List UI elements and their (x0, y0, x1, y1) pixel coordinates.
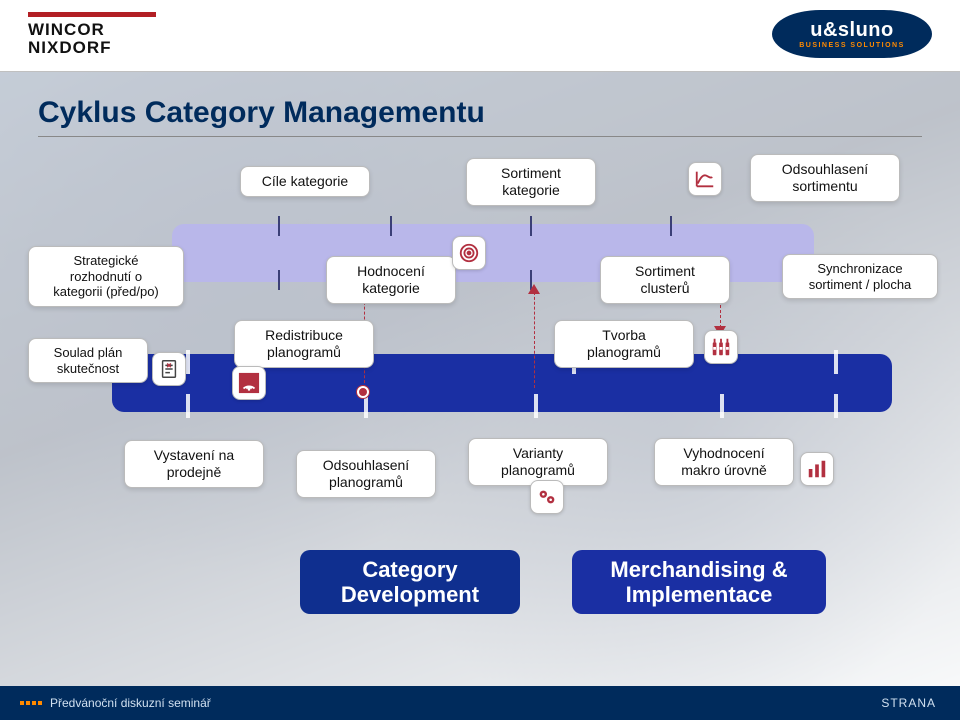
node-synchronizace: Synchronizacesortiment / plocha (782, 254, 938, 299)
node-sortiment-clusteru: Sortimentclusterů (600, 256, 730, 304)
node-odsouhlaseni-sortimentu: Odsouhlasenísortimentu (750, 154, 900, 202)
track-tick (670, 216, 672, 236)
logo-left-line2: NIXDORF (28, 39, 156, 57)
node-label: Odsouhlasenísortimentu (782, 161, 868, 194)
node-label: Vyhodnocenímakro úrovně (681, 445, 767, 478)
node-label: Variantyplanogramů (501, 445, 575, 478)
track-tick (186, 350, 190, 374)
box-label: CategoryDevelopment (341, 557, 479, 608)
track-tick (834, 394, 838, 418)
node-cile-kategorie: Cíle kategorie (240, 166, 370, 197)
node-vystaveni: Vystavení naprodejně (124, 440, 264, 488)
bottles-icon (704, 330, 738, 364)
logo-left-line1: WINCOR (28, 21, 156, 39)
track-tick (720, 394, 724, 418)
linechart-icon (688, 162, 722, 196)
barchart-icon (800, 452, 834, 486)
footer: Předvánoční diskuzní seminář STRANA (0, 686, 960, 720)
title-underline (38, 136, 922, 137)
logo-usluno: u&sluno BUSINESS SOLUTIONS (772, 10, 932, 58)
node-label: Tvorbaplanogramů (587, 327, 661, 360)
node-strategicke-rozhodnuti: Strategickérozhodnutí okategorii (před/p… (28, 246, 184, 307)
node-label: Cíle kategorie (262, 173, 348, 189)
node-label: Hodnoceníkategorie (357, 263, 425, 296)
footer-right: STRANA (881, 696, 936, 710)
track-tick (390, 216, 392, 236)
track-tick (534, 394, 538, 418)
diagram-canvas: Cíle kategorie Sortimentkategorie Odsouh… (0, 150, 960, 670)
footer-left: Předvánoční diskuzní seminář (50, 696, 211, 710)
node-label: Redistribuceplanogramů (265, 327, 343, 360)
node-label: Soulad plánskutečnost (54, 345, 123, 376)
node-label: Synchronizacesortiment / plocha (809, 261, 912, 292)
gears-icon (530, 480, 564, 514)
node-label: Vystavení naprodejně (154, 447, 234, 480)
connector-dot (357, 386, 369, 398)
signal-icon (232, 366, 266, 400)
node-label: Sortimentclusterů (635, 263, 695, 296)
track-tick (834, 350, 838, 374)
box-label: Merchandising &Implementace (610, 557, 787, 608)
header: WINCOR NIXDORF u&sluno BUSINESS SOLUTION… (0, 0, 960, 72)
track-blue (112, 354, 892, 412)
track-tick (530, 216, 532, 236)
node-sortiment-kategorie: Sortimentkategorie (466, 158, 596, 206)
footer-dots-icon (20, 701, 42, 705)
track-tick (186, 394, 190, 418)
logo-right-sub: BUSINESS SOLUTIONS (799, 42, 905, 49)
track-tick (278, 270, 280, 290)
logo-right-oval: u&sluno BUSINESS SOLUTIONS (772, 10, 932, 58)
node-label: Sortimentkategorie (501, 165, 561, 198)
logo-accent-bar (28, 12, 156, 17)
node-vyhodnoceni: Vyhodnocenímakro úrovně (654, 438, 794, 486)
logo-wincor-nixdorf: WINCOR NIXDORF (28, 12, 156, 57)
arrowhead-icon (528, 284, 540, 294)
connector (534, 292, 535, 388)
node-odsouhlaseni-planogramu: Odsouhlaseníplanogramů (296, 450, 436, 498)
node-label: Strategickérozhodnutí okategorii (před/p… (53, 253, 159, 299)
node-varianty: Variantyplanogramů (468, 438, 608, 486)
track-tick (278, 216, 280, 236)
node-hodnoceni-kategorie: Hodnoceníkategorie (326, 256, 456, 304)
logo-right-brand: u&sluno (810, 19, 894, 42)
node-redistribuce: Redistribuceplanogramů (234, 320, 374, 368)
node-label: Odsouhlaseníplanogramů (323, 457, 409, 490)
node-soulad-plan: Soulad plánskutečnost (28, 338, 148, 383)
document-icon (152, 352, 186, 386)
box-merchandising-implementace: Merchandising &Implementace (572, 550, 826, 614)
node-tvorba-planogramu: Tvorbaplanogramů (554, 320, 694, 368)
box-category-development: CategoryDevelopment (300, 550, 520, 614)
target-icon (452, 236, 486, 270)
page-title: Cyklus Category Managementu (38, 96, 485, 130)
